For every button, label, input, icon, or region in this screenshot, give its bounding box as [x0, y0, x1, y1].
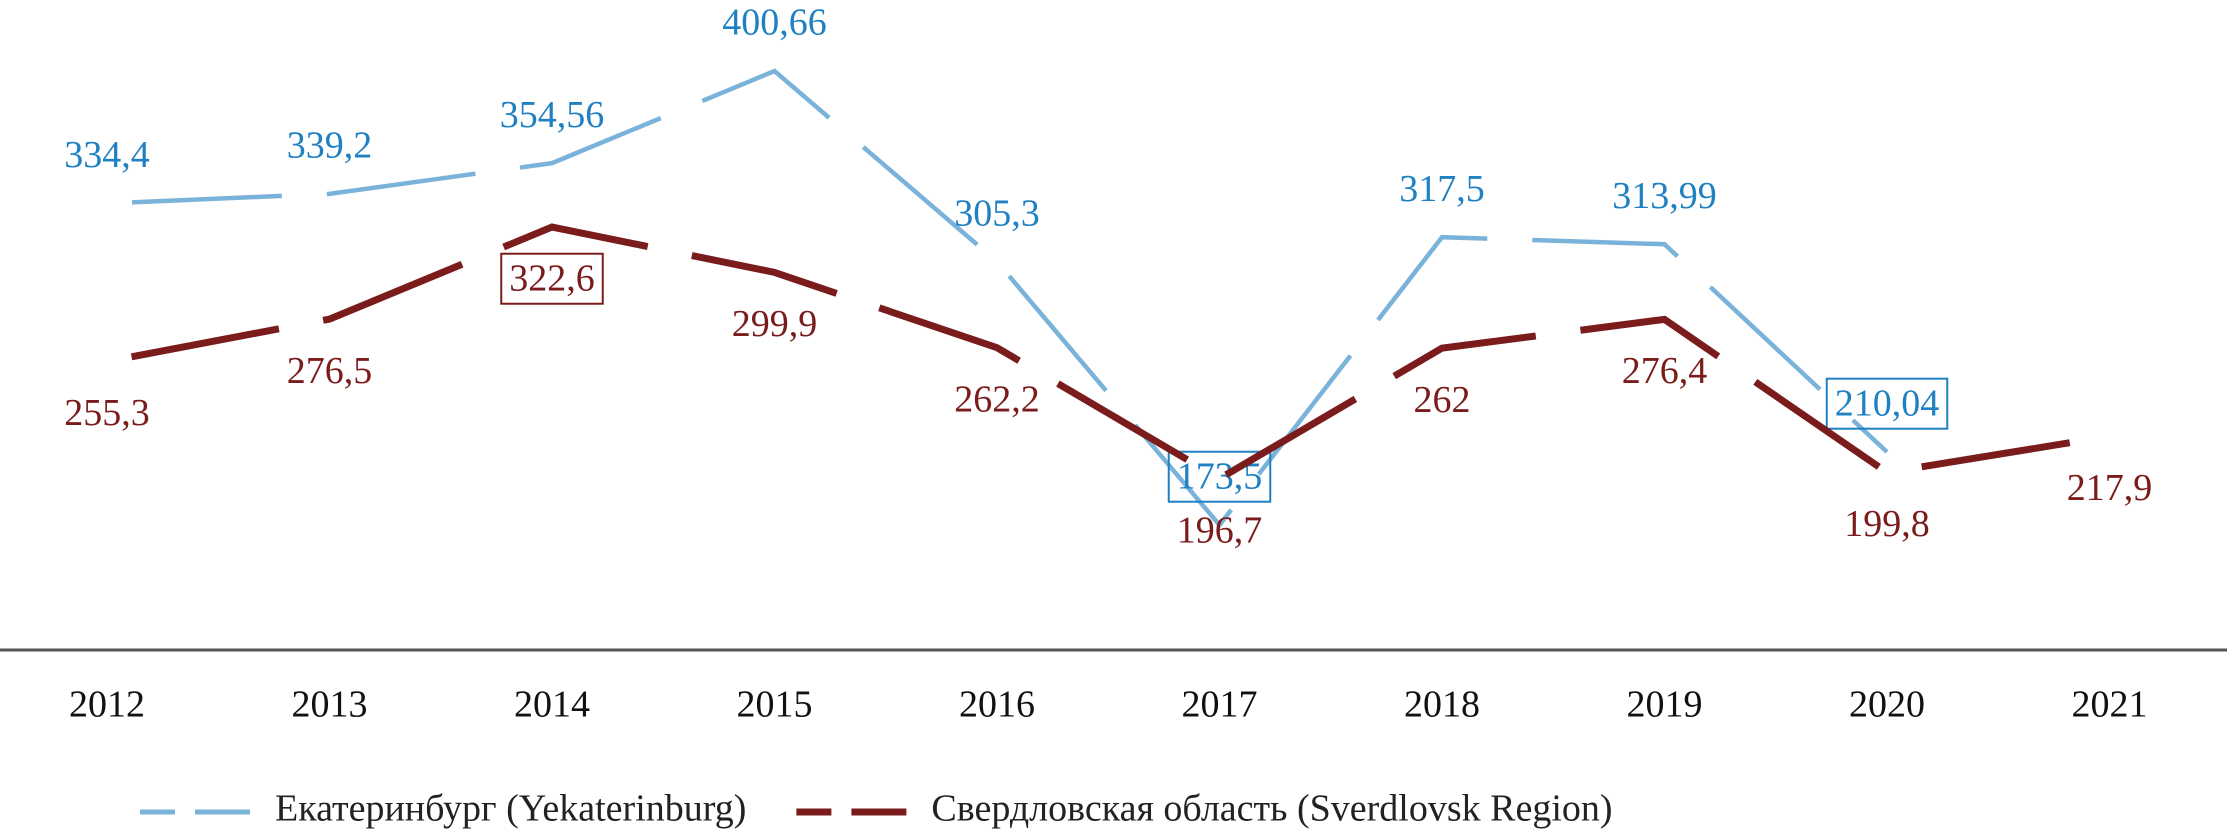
x-tick-label: 2017 — [1182, 684, 1258, 726]
data-label: 217,9 — [2067, 467, 2153, 509]
data-label: 322,6 — [509, 258, 595, 300]
data-label: 317,5 — [1399, 168, 1485, 210]
data-label: 305,3 — [954, 192, 1040, 234]
label-box — [1825, 377, 1949, 430]
data-label: 299,9 — [732, 303, 818, 345]
x-tick-label: 2012 — [69, 684, 145, 726]
x-tick-label: 2018 — [1404, 684, 1480, 726]
series-line — [106, 223, 2111, 483]
series-line — [106, 68, 1889, 529]
data-label: 334,4 — [64, 134, 150, 176]
x-tick-label: 2014 — [514, 684, 590, 726]
x-tick-label: 2013 — [292, 684, 368, 726]
legend-label: Свердловская область (Sverdlovsk Region) — [931, 788, 1612, 830]
data-label: 255,3 — [64, 392, 150, 434]
data-label: 354,56 — [500, 94, 605, 136]
data-label: 313,99 — [1612, 175, 1717, 217]
x-tick-label: 2020 — [1849, 684, 1925, 726]
data-label: 199,8 — [1844, 503, 1930, 545]
data-label: 262,2 — [954, 378, 1040, 420]
data-label: 276,4 — [1622, 350, 1708, 392]
data-label: 400,66 — [722, 2, 827, 44]
x-tick-label: 2021 — [2072, 684, 2148, 726]
x-tick-label: 2016 — [959, 684, 1035, 726]
label-box — [500, 252, 604, 305]
legend-label: Екатеринбург (Yekaterinburg) — [275, 788, 746, 830]
label-box — [1167, 450, 1272, 503]
x-tick-label: 2015 — [737, 684, 813, 726]
data-label: 196,7 — [1177, 509, 1263, 551]
data-label: 276,5 — [287, 350, 373, 392]
x-tick-label: 2019 — [1627, 684, 1703, 726]
data-label: 262 — [1414, 379, 1471, 421]
data-label: 210,04 — [1835, 383, 1940, 425]
data-label: 339,2 — [287, 125, 373, 167]
